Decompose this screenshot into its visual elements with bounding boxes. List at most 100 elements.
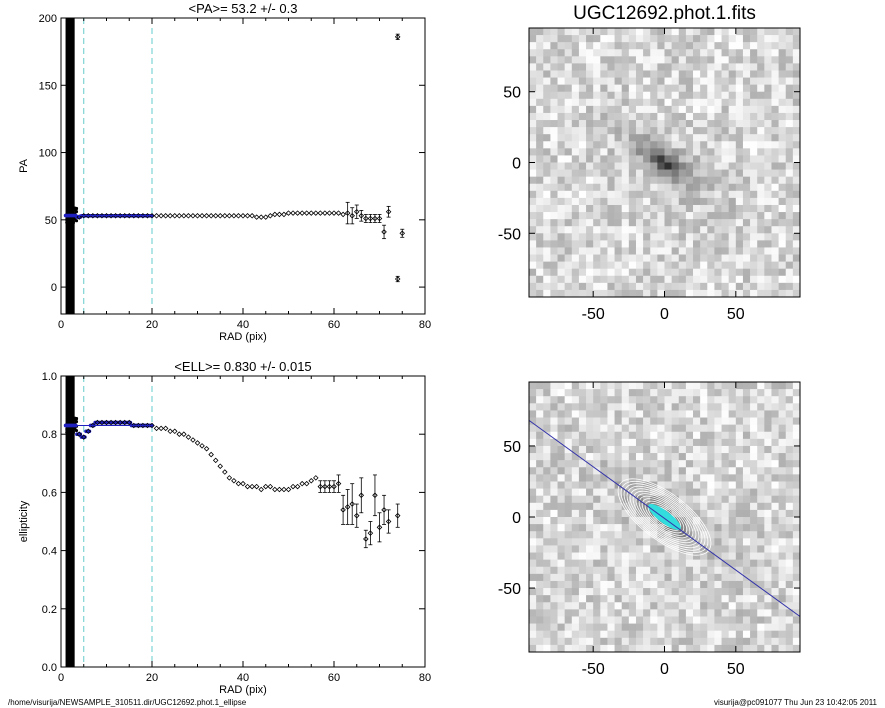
image-pixel <box>664 282 672 291</box>
image-pixel <box>714 49 722 57</box>
image-pixel <box>778 247 787 255</box>
image-pixel <box>571 63 580 71</box>
image-pixel <box>714 226 722 234</box>
image-pixel <box>650 42 658 50</box>
image-pixel <box>564 275 573 284</box>
image-pixel <box>671 226 680 234</box>
image-pixel <box>693 623 701 631</box>
image-pixel <box>628 261 637 269</box>
image-pixel <box>721 183 729 192</box>
image-pixel <box>578 84 587 93</box>
image-pixel <box>557 566 565 575</box>
image-pixel <box>714 474 722 482</box>
image-pixel <box>685 226 694 234</box>
image-pixel <box>728 204 737 213</box>
data-point <box>203 213 210 219</box>
image-pixel <box>571 424 580 433</box>
image-pixel <box>764 190 772 199</box>
image-pixel <box>735 545 744 553</box>
image-pixel <box>700 644 708 653</box>
image-pixel <box>785 141 794 149</box>
image-pixel <box>778 531 787 539</box>
image-pixel <box>792 212 801 220</box>
image-pixel <box>678 474 687 482</box>
image-pixel <box>693 545 701 553</box>
image-pixel <box>664 247 672 255</box>
image-pixel <box>543 63 551 71</box>
image-pixel <box>664 176 672 185</box>
data-point <box>272 211 278 218</box>
image-pixel <box>714 595 722 603</box>
image-pixel <box>635 389 644 397</box>
image-pixel <box>707 275 715 284</box>
image-pixel <box>586 495 594 504</box>
x-tick-label: 60 <box>328 672 340 684</box>
image-pixel <box>564 630 573 639</box>
image-pixel <box>621 105 630 114</box>
image-pixel <box>536 120 544 128</box>
image-pixel <box>536 42 544 50</box>
image-pixel <box>621 517 630 525</box>
image-pixel <box>678 460 687 468</box>
image-pixel <box>728 524 737 532</box>
image-pixel <box>650 197 658 206</box>
image-pixel <box>778 282 787 291</box>
image-pixel <box>785 120 794 128</box>
image-pixel <box>700 141 708 149</box>
image-pixel <box>614 609 623 617</box>
image-pixel <box>742 268 751 277</box>
image-pixel <box>750 219 758 227</box>
image-pixel <box>578 630 587 639</box>
image-pixel <box>593 609 601 617</box>
image-pixel <box>529 183 537 192</box>
data-point <box>249 483 255 490</box>
image-pixel <box>742 183 751 192</box>
image-pixel <box>714 453 722 461</box>
image-pixel <box>657 474 665 482</box>
image-pixel <box>550 282 558 291</box>
image-pixel <box>529 396 537 404</box>
image-pixel <box>728 580 737 589</box>
image-pixel <box>614 247 623 255</box>
image-pixel <box>586 261 594 269</box>
image-pixel <box>571 212 580 220</box>
image-pixel <box>557 410 565 418</box>
image-pixel <box>693 481 701 489</box>
image-pixel <box>643 141 651 149</box>
image-pixel <box>750 467 758 475</box>
image-pixel <box>564 247 573 255</box>
image-pixel <box>792 169 801 177</box>
image-pixel <box>564 559 573 568</box>
image-pixel <box>735 204 744 213</box>
image-pixel <box>593 382 601 390</box>
image-pixel <box>571 275 580 284</box>
image-pixel <box>721 417 729 425</box>
image-pixel <box>635 28 644 36</box>
image-pixel <box>529 580 537 589</box>
image-pixel <box>586 141 594 149</box>
data-point <box>194 213 201 219</box>
image-pixel <box>650 289 658 298</box>
image-pixel <box>664 183 672 192</box>
image-pixel <box>764 176 772 185</box>
image-pixel <box>678 49 687 57</box>
image-pixel <box>529 169 537 177</box>
image-pixel <box>742 602 751 610</box>
image-pixel <box>614 431 623 440</box>
image-pixel <box>778 141 787 149</box>
image-pixel <box>564 644 573 653</box>
image-pixel <box>678 70 687 78</box>
image-pixel <box>571 431 580 440</box>
image-pixel <box>792 389 801 397</box>
image-pixel <box>735 240 744 248</box>
image-pixel <box>771 219 779 227</box>
image-pixel <box>728 91 737 100</box>
image-pixel <box>586 268 594 277</box>
image-pixel <box>543 141 551 149</box>
image-pixel <box>728 176 737 185</box>
image-pixel <box>671 403 680 411</box>
image-pixel <box>607 445 615 454</box>
image-pixel <box>536 552 544 560</box>
image-pixel <box>571 35 580 43</box>
image-pixel <box>742 120 751 128</box>
